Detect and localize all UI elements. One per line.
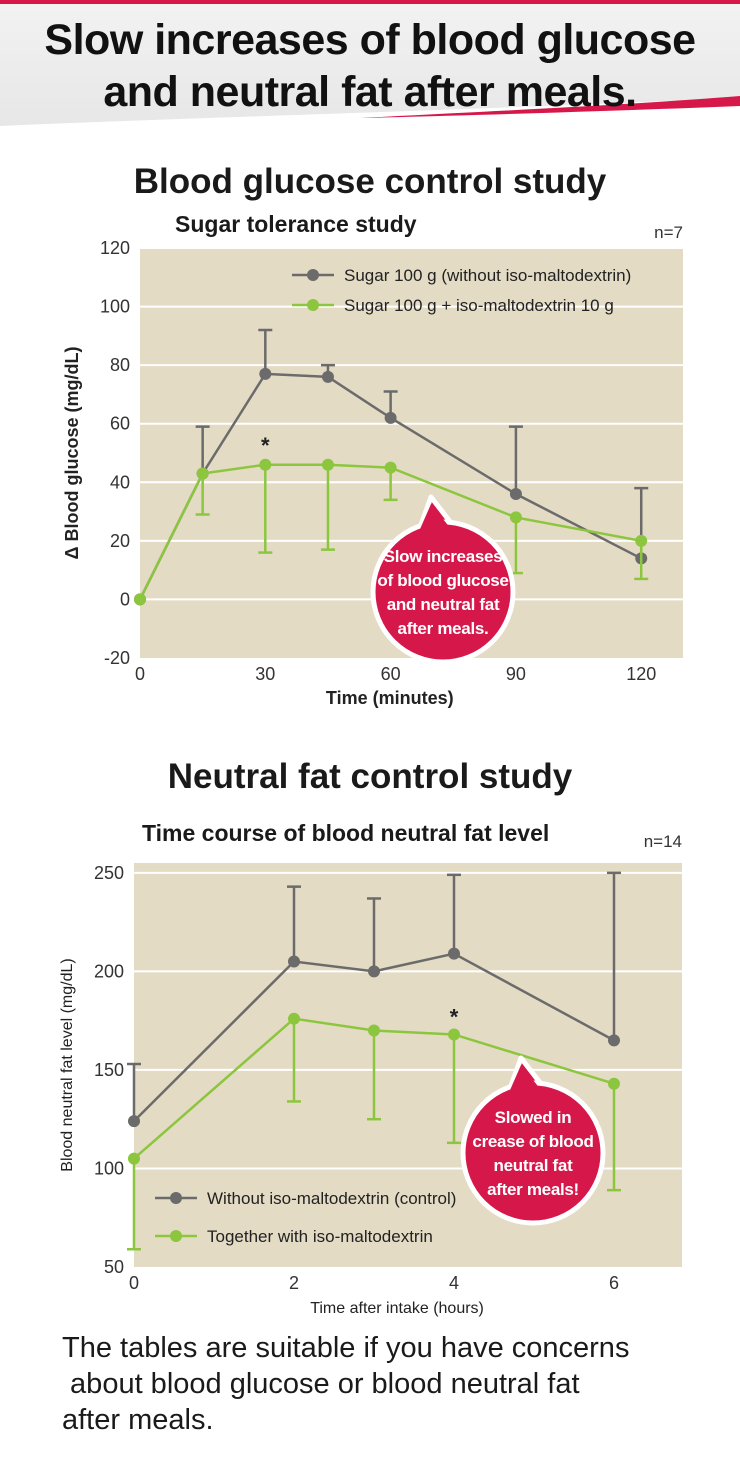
fat-callout-text: neutral fat [494,1156,574,1175]
fat-callout-text: Slowed in [495,1108,572,1127]
glucose-chart: Sugar tolerance study n=7-200204060801001… [62,211,683,708]
fat-control-data-point [288,955,300,968]
glucose-chart-title: Sugar tolerance study [175,211,417,237]
header-swoosh [0,96,740,136]
headline-line-1: Slow increases of blood glucose [44,16,696,64]
glucose-x-tick-label: 0 [135,664,145,684]
fat-y-axis-label: Blood neutral fat level (mg/dL) [59,958,76,1171]
footer-line-3: after meals. [62,1404,214,1436]
glucose-treated-data-point [384,461,397,474]
glucose-n-label: n=7 [654,223,683,242]
glucose-legend-marker-treated [307,299,319,311]
glucose-callout-text: after meals. [398,619,489,638]
fat-control-data-point [368,965,380,978]
fat-legend-label-treated: Together with iso-maltodextrin [207,1227,433,1246]
fat-n-label: n=14 [644,832,682,851]
fat-legend-marker-treated [170,1230,182,1242]
glucose-control-data-point [384,411,397,424]
glucose-legend-marker-control [307,269,319,281]
glucose-treated-data-point [196,467,209,480]
headline-line-2: and neutral fat after meals. [103,68,637,116]
fat-y-tick-label: 250 [94,863,124,883]
footer-note: The tables are suitable if you have conc… [62,1330,722,1438]
fat-control-data-point [128,1115,140,1128]
fat-y-tick-label: 50 [104,1257,124,1277]
glucose-y-tick-label: 40 [110,472,130,492]
fat-x-tick-label: 4 [449,1273,459,1293]
glucose-treated-data-point [509,511,522,524]
fat-callout-text: crease of blood [472,1132,593,1151]
glucose-control-data-point [259,367,272,380]
glucose-control-data-point [321,370,334,383]
footer-line-1: The tables are suitable if you have conc… [62,1332,630,1364]
fat-plot-area [134,863,682,1267]
glucose-y-tick-label: 20 [110,531,130,551]
fat-callout-bubble [460,1080,606,1226]
fat-treated-data-point [288,1012,300,1025]
fat-significance-mark: * [450,1005,459,1030]
glucose-treated-data-point [635,534,648,547]
fat-callout-text: after meals! [487,1180,579,1199]
glucose-callout-text: and neutral fat [387,595,500,614]
neutral-fat-chart: Time course of blood neutral fat level n=… [59,820,682,1317]
fat-x-tick-label: 6 [609,1273,619,1293]
fat-control-data-point [608,1034,620,1047]
fat-x-axis-label: Time after intake (hours) [310,1300,484,1317]
fat-treated-data-point [368,1024,380,1037]
glucose-x-tick-label: 60 [381,664,401,684]
glucose-y-tick-label: 0 [120,589,130,609]
glucose-treated-data-point [321,458,334,471]
fat-x-tick-label: 0 [129,1273,139,1293]
glucose-x-tick-label: 30 [255,664,275,684]
fat-callout-tail-fill [507,1065,545,1097]
glucose-legend-label-treated: Sugar 100 g + iso-maltodextrin 10 g [344,296,614,315]
glucose-x-axis-label: Time (minutes) [326,688,454,708]
glucose-callout-tail-fill [417,504,455,536]
glucose-y-tick-label: 100 [100,297,130,317]
fat-treated-data-point [608,1077,620,1090]
fat-section-title: Neutral fat control study [167,757,573,796]
fat-y-tick-label: 100 [94,1158,124,1178]
fat-legend-marker-control [170,1192,182,1204]
fat-x-tick-label: 2 [289,1273,299,1293]
glucose-legend-label-control: Sugar 100 g (without iso-maltodextrin) [344,266,631,285]
glucose-section-title: Blood glucose control study [133,162,607,201]
fat-treated-data-point [448,1028,460,1041]
glucose-x-tick-label: 120 [626,664,656,684]
fat-y-tick-label: 150 [94,1060,124,1080]
footer-line-2: about blood glucose or blood neutral fat [62,1368,580,1400]
glucose-callout-bubble [370,519,516,665]
glucose-y-axis-label: Δ Blood glucose (mg/dL) [62,347,82,560]
top-accent-bar [0,0,740,4]
glucose-y-tick-label: 60 [110,414,130,434]
glucose-y-tick-label: 80 [110,355,130,375]
glucose-y-tick-label: -20 [104,648,130,668]
fat-control-data-point [448,947,460,960]
glucose-treated-data-point [259,458,272,471]
glucose-x-tick-label: 90 [506,664,526,684]
fat-legend-label-control: Without iso-maltodextrin (control) [207,1189,456,1208]
headline: Slow increases of blood glucose and neut… [0,14,740,118]
glucose-treated-data-point [134,593,146,606]
glucose-control-data-point [509,488,522,500]
glucose-y-tick-label: 120 [100,238,130,258]
fat-chart-title: Time course of blood neutral fat level [142,820,549,846]
glucose-significance-mark: * [261,433,270,458]
fat-y-tick-label: 200 [94,961,124,981]
fat-treated-data-point [128,1152,140,1165]
glucose-callout-text: of blood glucose [377,571,508,590]
glucose-callout-text: Slow increases [384,547,503,566]
